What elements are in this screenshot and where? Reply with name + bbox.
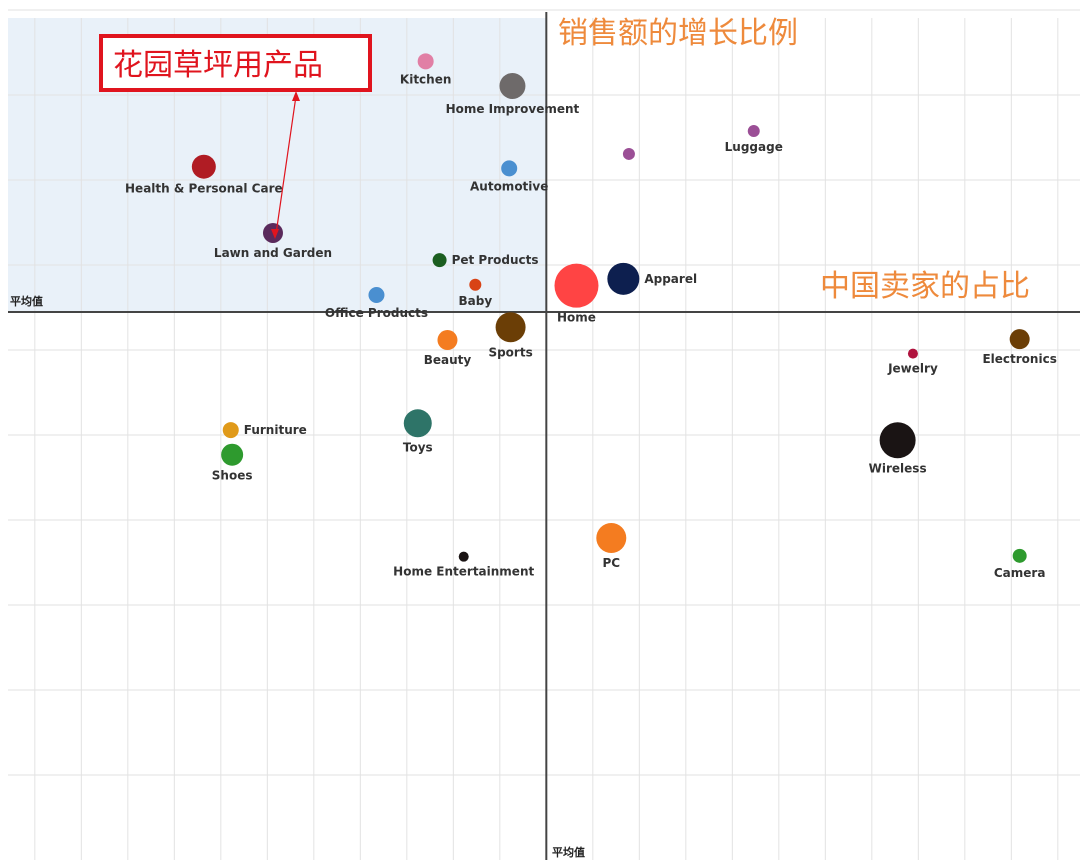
points: Kitchen Home Improvement Health & Personal… [125, 53, 1057, 580]
gridlines [8, 9, 1080, 860]
y-average-label: 平均值 [10, 294, 43, 308]
point-label: Luggage [725, 140, 783, 154]
bubble-home-improvement[interactable] [499, 72, 526, 99]
bubble-apparel[interactable] [607, 262, 640, 295]
bubble-home-entertainment[interactable] [458, 551, 469, 562]
bubble-sports[interactable] [495, 312, 526, 343]
bubble-home[interactable] [554, 263, 599, 308]
x-average-label: 平均值 [552, 845, 585, 859]
point-label: Wireless [869, 461, 927, 475]
bubble-pet-products[interactable] [432, 253, 447, 268]
point-label: Lawn and Garden [214, 246, 332, 260]
bubble-wireless[interactable] [879, 422, 916, 459]
point-label: Home [557, 311, 596, 325]
annotation-text: 花园草坪用产品 [113, 48, 323, 83]
point-label: Home Entertainment [393, 565, 534, 579]
point-label: Apparel [644, 272, 697, 286]
bubble-camera[interactable] [1012, 548, 1027, 563]
bubble-office-products[interactable] [368, 286, 385, 303]
annotation-arrow [271, 91, 300, 239]
point-label: Office Products [325, 306, 428, 320]
bubble-electronics[interactable] [1009, 329, 1030, 350]
bubble-furniture[interactable] [222, 422, 239, 439]
point-label: Toys [403, 440, 433, 454]
y-axis-title: 销售额的增长比例 [558, 16, 798, 51]
point-label: Camera [994, 566, 1046, 580]
point-label: PC [602, 556, 620, 570]
annotation-box [99, 34, 372, 92]
point-label: Kitchen [400, 72, 452, 86]
point-label: Shoes [212, 469, 253, 483]
point-label: Beauty [424, 353, 472, 367]
point-label: Electronics [982, 352, 1056, 366]
bubble-automotive[interactable] [501, 160, 518, 177]
point-label: Baby [458, 294, 492, 308]
point-label: Sports [488, 345, 532, 359]
bubble-health-personal-care[interactable] [191, 154, 216, 179]
bubble-kitchen[interactable] [417, 53, 434, 70]
point-label: Automotive [470, 179, 548, 193]
bubble-pc[interactable] [596, 522, 627, 553]
bubble-shoes[interactable] [221, 443, 244, 466]
point-label: Furniture [244, 423, 307, 437]
bubble-toys[interactable] [403, 409, 432, 438]
bubble-jewelry[interactable] [907, 348, 918, 359]
point-label: Health & Personal Care [125, 182, 283, 196]
x-axis-title: 中国卖家的占比 [820, 269, 1030, 304]
bubble-baby[interactable] [469, 278, 482, 291]
bubble-unlabeled[interactable] [622, 147, 635, 160]
point-label: Jewelry [887, 362, 938, 376]
point-label: Pet Products [452, 253, 539, 267]
bubble-luggage[interactable] [747, 125, 760, 138]
bubble-beauty[interactable] [437, 330, 458, 351]
point-label: Home Improvement [446, 102, 580, 116]
